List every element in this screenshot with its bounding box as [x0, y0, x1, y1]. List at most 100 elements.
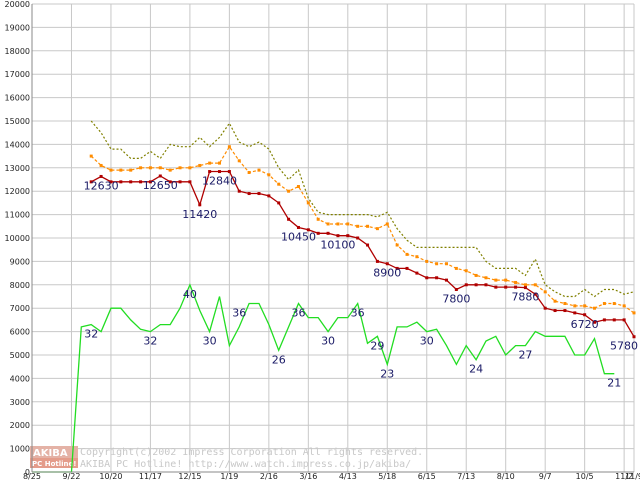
x-tick-label: 9/22: [62, 472, 80, 480]
series-2-point: [267, 173, 271, 177]
y-tick-label: 20000: [5, 0, 30, 9]
series-3-point: [622, 318, 626, 322]
data-label: 21: [607, 377, 621, 390]
series-3-point: [287, 217, 291, 221]
data-label: 40: [183, 288, 197, 301]
logo-box-bottom: [30, 458, 78, 468]
x-tick-label: 6/15: [418, 472, 436, 480]
series-3-point: [632, 335, 636, 339]
data-label: 30: [321, 335, 335, 348]
series-3-point: [474, 283, 478, 287]
series-2-point: [208, 161, 212, 165]
x-tick-label: 8/25: [23, 472, 41, 480]
series-3-point: [277, 201, 281, 205]
x-tick-label: 8/10: [497, 472, 515, 480]
series-3-point: [484, 283, 488, 287]
data-label: 29: [370, 339, 384, 352]
data-label: 7880: [511, 291, 539, 304]
series-2-point: [247, 170, 251, 174]
series-3-point: [336, 234, 340, 238]
x-tick-label: 11/2: [615, 472, 633, 480]
series-4-line: [32, 283, 615, 473]
series-3-point: [405, 266, 409, 270]
series-2-point: [218, 161, 222, 165]
series-3-point: [129, 180, 133, 184]
y-tick-label: 8000: [10, 281, 30, 290]
series-3-point: [543, 306, 547, 310]
series-2-point: [533, 283, 537, 287]
series-1-line: [90, 120, 635, 298]
series-2-point: [316, 217, 320, 221]
series-3-point: [218, 170, 222, 174]
data-label: 26: [272, 353, 286, 366]
logo-text-bottom: PC Hotline!: [32, 460, 76, 468]
series-2-point: [612, 302, 616, 306]
y-tick-label: 18000: [5, 47, 30, 56]
x-tick-label: 7/13: [457, 472, 475, 480]
series-3-point: [356, 236, 360, 240]
axis-layer: 0 1000 2000 3000 4000 5000 6000 7000 8000 9000 100…: [5, 0, 640, 480]
data-label: 36: [232, 307, 246, 320]
series-3-point: [148, 180, 152, 184]
series-2-point: [385, 222, 389, 226]
y-tick-label: 12000: [5, 187, 30, 196]
series-3-point: [415, 271, 419, 275]
y-tick-label: 4000: [10, 374, 30, 383]
series-3-point: [267, 194, 271, 198]
x-tick-label: 9/7: [539, 472, 552, 480]
series-2-point: [227, 145, 231, 149]
series-2-point: [198, 163, 202, 167]
data-label: 32: [84, 328, 98, 341]
series-2-line: [90, 145, 635, 314]
y-tick-label: 2000: [10, 421, 30, 430]
data-label: 11420: [182, 208, 217, 221]
series-3-point: [257, 192, 261, 196]
x-tick-label: 11/9: [625, 472, 640, 480]
series-3-point: [346, 234, 350, 238]
series-2-point: [119, 168, 123, 172]
series-3-point: [208, 170, 212, 174]
y-tick-label: 19000: [5, 23, 30, 32]
series-2-point: [257, 168, 261, 172]
series-3-point: [464, 283, 468, 287]
x-tick-label: 4/13: [339, 472, 357, 480]
series-3-point: [583, 313, 587, 317]
series-3-point: [435, 276, 439, 280]
series-2-point: [139, 166, 143, 170]
series-2-point: [514, 280, 518, 284]
series-2-point: [553, 299, 557, 303]
series-2-point: [277, 182, 281, 186]
series-3-point: [425, 276, 429, 280]
series-3-point: [89, 180, 93, 184]
series-2-point: [504, 278, 508, 282]
series-2-point: [523, 283, 527, 287]
series-3-point: [99, 174, 103, 178]
series-2-point: [346, 222, 350, 226]
series-2-point: [464, 269, 468, 273]
y-tick-label: 16000: [5, 94, 30, 103]
y-tick-label: 14000: [5, 140, 30, 149]
series-3-point: [514, 285, 518, 289]
y-tick-label: 11000: [5, 211, 30, 220]
x-tick-label: 5/18: [378, 472, 396, 480]
series-2-point: [109, 168, 113, 172]
series-3-point: [563, 309, 567, 313]
series-2-point: [168, 168, 172, 172]
series-3-point: [533, 292, 537, 296]
series-3-point: [504, 285, 508, 289]
data-label: 27: [518, 349, 532, 362]
series-3-point: [227, 170, 231, 174]
series-2-point: [602, 302, 606, 306]
data-label: 36: [291, 307, 305, 320]
series-3-point: [247, 192, 251, 196]
series-3-point: [375, 259, 379, 263]
series-2-point: [563, 302, 567, 306]
series-2-point: [622, 304, 626, 308]
series-2-point: [296, 185, 300, 189]
series-2-point: [178, 166, 182, 170]
series-3-point: [612, 318, 616, 322]
series-3-point: [188, 180, 192, 184]
y-tick-label: 13000: [5, 164, 30, 173]
